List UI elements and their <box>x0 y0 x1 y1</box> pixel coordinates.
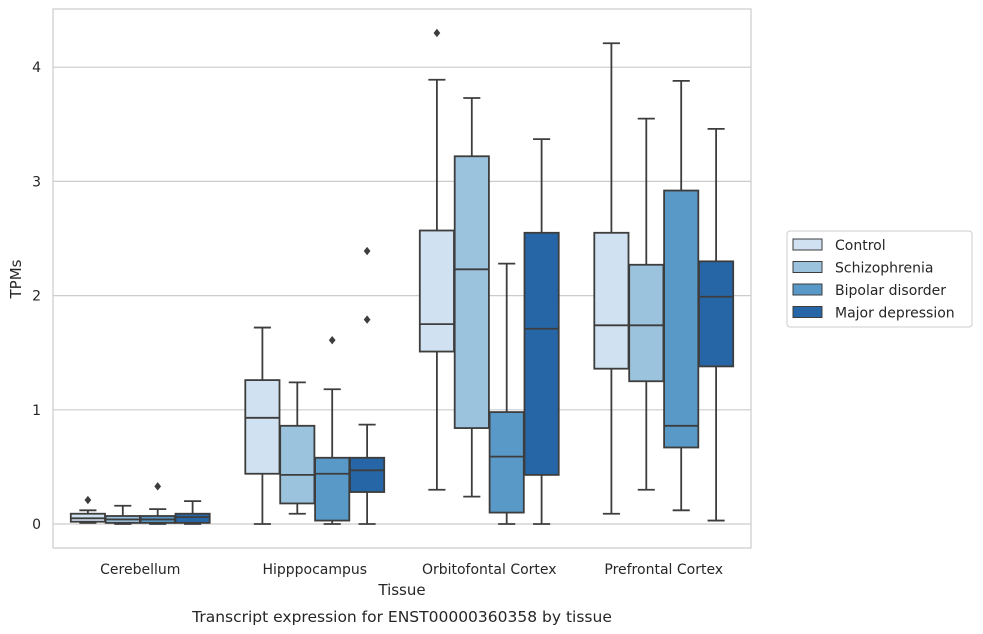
box-iqr <box>628 263 665 383</box>
y-tick-label: 0 <box>32 517 41 533</box>
box-iqr <box>314 456 351 522</box>
y-tick-label: 2 <box>32 289 41 305</box>
box-control <box>418 28 455 491</box>
box-major-depression <box>174 500 211 525</box>
box-iqr <box>453 155 490 429</box>
x-tick-label: Orbitofontal Cortex <box>422 562 557 578</box>
box-iqr <box>174 512 211 524</box>
y-tick-label: 3 <box>32 174 41 190</box>
box-iqr <box>418 229 455 353</box>
box-schizophrenia <box>279 381 316 515</box>
outlier-point <box>154 482 162 491</box>
legend-swatch <box>792 261 823 273</box>
x-axis-label: Tissue <box>377 581 425 599</box>
legend-label: Control <box>835 238 886 254</box>
box-iqr <box>523 231 560 476</box>
box-bipolar-disorder <box>139 482 176 525</box>
legend-label: Schizophrenia <box>835 261 933 277</box>
outlier-point <box>363 246 371 256</box>
box-schizophrenia <box>453 97 490 498</box>
y-tick-label: 4 <box>32 60 41 76</box>
outlier-point <box>363 315 371 324</box>
x-tick-label: Cerebellum <box>100 562 180 578</box>
legend-frame <box>786 230 973 328</box>
x-tick-label: Prefrontal Cortex <box>604 562 723 578</box>
box-iqr <box>488 411 525 514</box>
y-axis-label: TPMs <box>7 259 25 299</box>
outlier-point <box>328 335 336 345</box>
box-control <box>69 495 106 524</box>
y-tick-labels: 0 1 2 3 4 <box>32 60 41 533</box>
box-iqr <box>663 189 700 449</box>
box-major-depression <box>349 246 386 525</box>
outlier-point <box>84 495 92 505</box>
chart-caption: Transcript expression for ENST0000036035… <box>191 608 612 626</box>
boxes <box>69 28 735 525</box>
box-control <box>244 326 281 525</box>
y-tick-label: 1 <box>32 403 41 419</box>
box-control <box>593 42 630 515</box>
box-iqr <box>349 456 386 493</box>
legend-label: Bipolar disorder <box>835 283 946 299</box>
x-tick-label: Hipppocampus <box>262 562 367 578</box>
box-iqr <box>698 260 735 368</box>
legend-swatch <box>792 306 823 318</box>
box-schizophrenia <box>628 117 665 491</box>
box-iqr <box>593 231 630 370</box>
box-major-depression <box>698 127 735 522</box>
legend-swatch <box>792 238 823 251</box>
box-iqr <box>279 424 316 505</box>
box-bipolar-disorder <box>488 262 525 525</box>
grid-lines <box>53 66 751 525</box>
box-bipolar-disorder <box>663 80 700 512</box>
outlier-point <box>433 28 441 38</box>
legend-label: Major depression <box>835 306 955 322</box>
box-major-depression <box>523 138 560 525</box>
legend: Control Schizophrenia Bipolar disorder Majo… <box>786 230 973 328</box>
x-tick-labels: Cerebellum Hipppocampus Orbitofontal Corte… <box>100 562 723 578</box>
box-iqr <box>244 379 281 475</box>
legend-swatch <box>792 283 823 296</box>
